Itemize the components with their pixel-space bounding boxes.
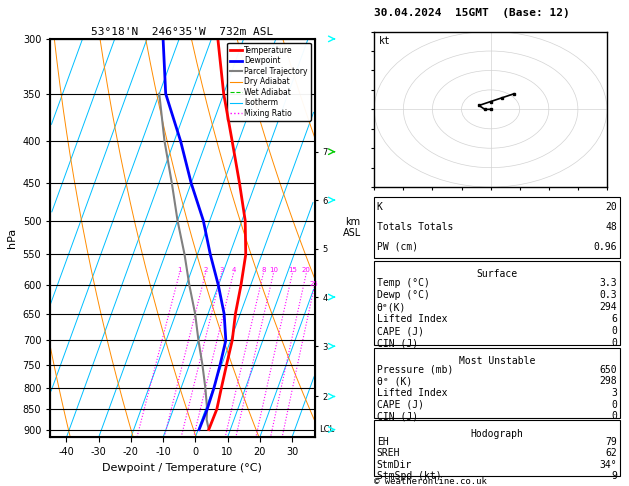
Text: CAPE (J): CAPE (J) [377,326,424,336]
Text: 0.3: 0.3 [599,290,617,300]
Text: 4: 4 [231,267,236,273]
Text: Pressure (mb): Pressure (mb) [377,364,453,375]
Text: 294: 294 [599,302,617,312]
Text: PW (cm): PW (cm) [377,242,418,252]
Text: 0.96: 0.96 [594,242,617,252]
Text: 3: 3 [611,388,617,398]
Text: LCL: LCL [319,425,334,434]
Y-axis label: hPa: hPa [7,228,17,248]
Y-axis label: km
ASL: km ASL [343,217,362,238]
Text: Lifted Index: Lifted Index [377,314,447,324]
Text: 48: 48 [605,222,617,232]
Text: K: K [377,203,382,212]
FancyBboxPatch shape [374,420,620,476]
Text: Hodograph: Hodograph [470,429,523,439]
Legend: Temperature, Dewpoint, Parcel Trajectory, Dry Adiabat, Wet Adiabat, Isotherm, Mi: Temperature, Dewpoint, Parcel Trajectory… [227,43,311,121]
Text: 298: 298 [599,376,617,386]
Text: 6: 6 [611,314,617,324]
Text: Temp (°C): Temp (°C) [377,278,430,288]
Text: 0: 0 [611,412,617,421]
Text: 0: 0 [611,326,617,336]
X-axis label: Dewpoint / Temperature (°C): Dewpoint / Temperature (°C) [103,463,262,473]
FancyBboxPatch shape [374,197,620,259]
FancyBboxPatch shape [374,261,620,345]
Text: Lifted Index: Lifted Index [377,388,447,398]
Text: θᵉ (K): θᵉ (K) [377,376,412,386]
Text: 20: 20 [605,203,617,212]
Text: Dewp (°C): Dewp (°C) [377,290,430,300]
Text: kt: kt [379,36,391,46]
Text: Totals Totals: Totals Totals [377,222,453,232]
Text: 0: 0 [611,399,617,410]
Text: 10: 10 [269,267,278,273]
Text: CIN (J): CIN (J) [377,338,418,348]
Text: 1: 1 [177,267,182,273]
Text: EH: EH [377,437,389,447]
Text: 62: 62 [605,448,617,458]
Text: 3: 3 [220,267,224,273]
Text: StmDir: StmDir [377,460,412,469]
FancyBboxPatch shape [374,348,620,417]
Text: 0: 0 [611,338,617,348]
Text: 20: 20 [302,267,311,273]
Text: 34°: 34° [599,460,617,469]
Text: 9: 9 [611,470,617,481]
Text: Most Unstable: Most Unstable [459,356,535,366]
Title: 53°18'N  246°35'W  732m ASL: 53°18'N 246°35'W 732m ASL [91,27,274,37]
Text: 25: 25 [310,281,319,287]
Text: 30.04.2024  15GMT  (Base: 12): 30.04.2024 15GMT (Base: 12) [374,8,570,18]
Text: CIN (J): CIN (J) [377,412,418,421]
Text: StmSpd (kt): StmSpd (kt) [377,470,442,481]
Text: 8: 8 [261,267,265,273]
Text: Surface: Surface [476,270,518,279]
Text: CAPE (J): CAPE (J) [377,399,424,410]
Text: © weatheronline.co.uk: © weatheronline.co.uk [374,477,487,486]
Text: 15: 15 [288,267,297,273]
Text: 3.3: 3.3 [599,278,617,288]
Text: θᵉ(K): θᵉ(K) [377,302,406,312]
Text: 650: 650 [599,364,617,375]
Text: SREH: SREH [377,448,400,458]
Text: 79: 79 [605,437,617,447]
Text: 2: 2 [203,267,208,273]
